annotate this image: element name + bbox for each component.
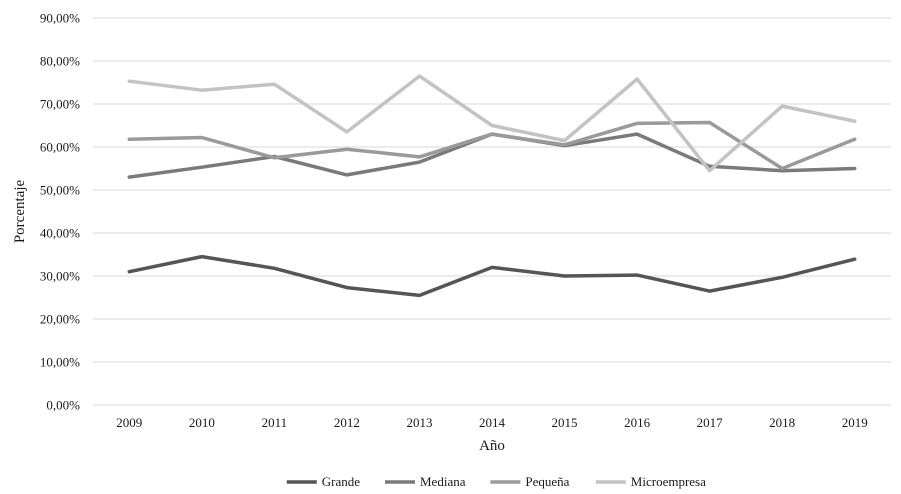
y-tick-label: 50,00%: [40, 183, 80, 198]
x-axis-title: Año: [479, 438, 505, 454]
y-tick-label: 40,00%: [40, 226, 80, 241]
y-axis-title: Porcentaje: [12, 180, 28, 244]
y-tick-label: 80,00%: [40, 54, 80, 69]
x-axis-ticks: 2009 2010 2011 2012 2013 2014 2015 2016 2017 2018…: [116, 415, 867, 430]
legend-label: Pequeña: [525, 474, 569, 489]
y-tick-label: 90,00%: [40, 11, 80, 26]
legend: Grande Mediana Pequeña Microempresa: [286, 474, 706, 489]
series-line-microempresa: [127, 74, 857, 173]
series-line-grande: [127, 254, 857, 298]
y-tick-label: 60,00%: [40, 140, 80, 155]
x-tick-label: 2016: [624, 415, 651, 430]
y-tick-label: 70,00%: [40, 97, 80, 112]
x-tick-label: 2010: [189, 415, 215, 430]
x-tick-label: 2017: [697, 415, 724, 430]
x-tick-label: 2018: [769, 415, 795, 430]
x-tick-label: 2014: [479, 415, 506, 430]
y-tick-label: 0,00%: [46, 398, 80, 413]
x-tick-label: 2012: [334, 415, 360, 430]
x-tick-label: 2011: [262, 415, 288, 430]
legend-label: Mediana: [420, 474, 466, 489]
x-tick-label: 2009: [116, 415, 142, 430]
gridlines: [93, 17, 891, 406]
x-tick-label: 2019: [842, 415, 868, 430]
x-tick-label: 2013: [406, 415, 432, 430]
y-tick-label: 20,00%: [40, 312, 80, 327]
y-tick-label: 10,00%: [40, 355, 80, 370]
series-line-pequeña: [127, 120, 857, 171]
legend-label: Microempresa: [631, 474, 706, 489]
series-lines: [127, 74, 857, 298]
legend-label: Grande: [322, 474, 360, 489]
y-tick-label: 30,00%: [40, 269, 80, 284]
y-axis-ticks: 0,00% 10,00% 20,00% 30,00% 40,00% 50,00% 60,00…: [40, 11, 80, 413]
x-tick-label: 2015: [552, 415, 578, 430]
